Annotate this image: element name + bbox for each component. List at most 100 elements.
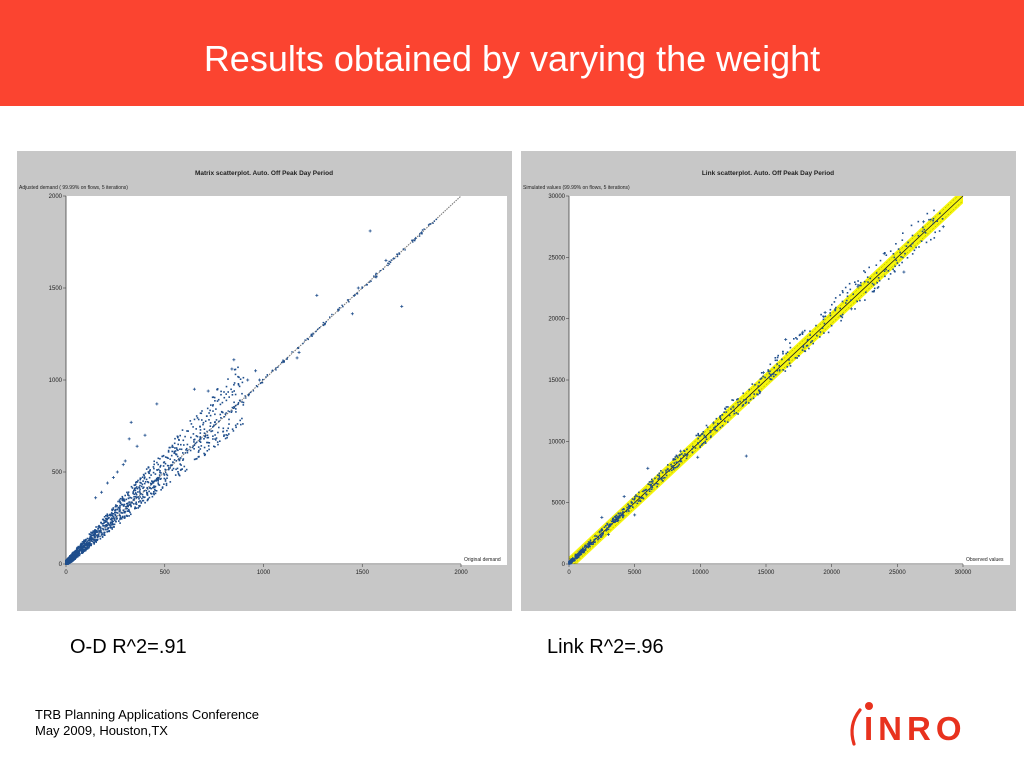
data-point — [703, 442, 705, 444]
data-point — [705, 438, 708, 441]
data-point — [699, 445, 701, 447]
data-point — [150, 487, 152, 490]
data-point — [158, 474, 161, 476]
data-point — [217, 431, 219, 434]
data-point — [111, 519, 113, 521]
data-point — [575, 557, 578, 560]
data-point — [87, 539, 89, 542]
data-point — [169, 467, 171, 469]
data-point — [193, 441, 195, 443]
data-point — [617, 515, 619, 518]
data-point — [593, 539, 595, 541]
data-point — [143, 486, 145, 489]
title-bar: Results obtained by varying the weight — [0, 0, 1024, 106]
data-point — [143, 482, 146, 485]
data-point — [204, 435, 206, 437]
data-point — [195, 458, 197, 460]
data-point — [227, 427, 229, 430]
data-point — [594, 537, 597, 540]
data-point — [676, 461, 679, 464]
data-point — [318, 327, 321, 329]
data-point — [808, 347, 810, 350]
data-point — [102, 528, 105, 531]
data-point — [153, 485, 155, 487]
data-point — [859, 284, 862, 287]
data-point — [115, 515, 118, 518]
data-point — [774, 374, 777, 376]
data-point — [106, 520, 108, 523]
data-point — [902, 232, 904, 234]
data-point — [103, 516, 106, 518]
data-point — [674, 458, 677, 461]
data-point — [87, 544, 90, 547]
data-point — [579, 553, 581, 555]
data-point — [576, 553, 579, 555]
data-point — [259, 382, 262, 385]
data-point — [137, 491, 139, 493]
data-point — [149, 469, 151, 471]
data-point — [615, 516, 617, 519]
data-point — [714, 425, 717, 428]
data-point — [149, 487, 151, 489]
data-point — [795, 337, 797, 339]
data-point — [202, 421, 205, 424]
data-point — [672, 467, 675, 469]
data-point — [854, 281, 856, 283]
data-point — [233, 401, 235, 404]
data-point — [167, 449, 170, 452]
data-point — [93, 532, 95, 534]
data-point — [119, 515, 121, 517]
data-point — [72, 556, 75, 559]
data-point — [877, 286, 880, 288]
data-point — [194, 442, 197, 445]
data-point — [709, 431, 712, 434]
data-point — [178, 439, 180, 441]
data-point — [189, 449, 192, 452]
data-point — [110, 518, 113, 520]
data-point — [222, 430, 225, 433]
data-point — [670, 463, 672, 466]
data-point — [214, 423, 217, 426]
data-point — [587, 546, 589, 548]
data-point — [637, 500, 640, 502]
data-point — [154, 473, 157, 475]
data-point — [99, 538, 102, 540]
data-point — [142, 473, 145, 476]
data-point — [829, 314, 832, 317]
data-point — [157, 482, 159, 484]
data-point — [724, 408, 727, 410]
data-point — [157, 468, 160, 471]
data-point — [127, 493, 129, 495]
data-point — [223, 435, 225, 437]
data-point — [109, 525, 112, 527]
data-point — [208, 412, 210, 414]
data-point — [776, 363, 778, 365]
x-tick-label: 20000 — [823, 570, 840, 576]
data-point — [617, 517, 619, 520]
data-point — [822, 315, 824, 318]
data-point — [748, 402, 750, 404]
data-point — [737, 401, 739, 404]
data-point — [857, 280, 859, 282]
data-point — [680, 457, 682, 460]
data-point — [111, 522, 114, 525]
data-point — [322, 321, 324, 324]
data-point — [215, 439, 217, 441]
data-point — [356, 293, 359, 295]
data-point — [900, 256, 902, 258]
data-point — [423, 228, 425, 230]
data-point — [142, 480, 144, 482]
data-point — [81, 552, 84, 554]
data-point — [101, 523, 104, 525]
data-point — [106, 515, 109, 518]
data-point — [648, 490, 651, 492]
data-point — [115, 511, 118, 514]
data-point — [80, 542, 82, 545]
data-point — [658, 476, 661, 478]
data-point — [614, 518, 616, 521]
data-point — [129, 496, 131, 499]
data-point — [141, 493, 144, 496]
data-point — [137, 507, 139, 509]
data-point — [133, 499, 135, 501]
data-point — [840, 319, 842, 322]
